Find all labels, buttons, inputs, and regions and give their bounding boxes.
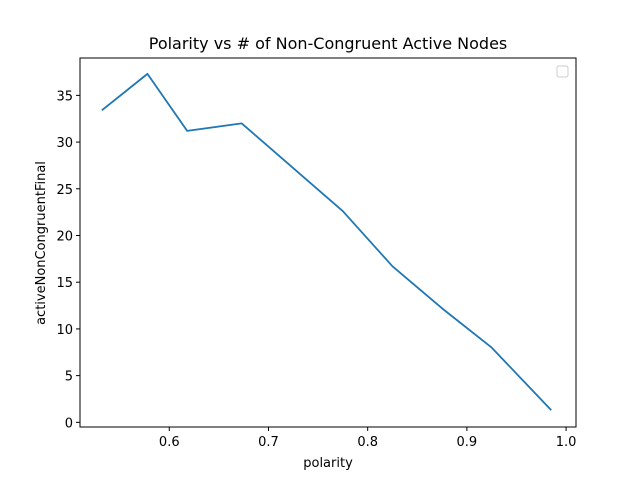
x-tick-label: 0.6 (159, 435, 180, 450)
series-line-0 (101, 72, 552, 411)
y-tick-label: 35 (56, 89, 73, 104)
y-tick-label: 20 (56, 229, 73, 244)
y-axis-label: activeNonCongruentFinal (34, 161, 49, 325)
y-tick-label: 15 (56, 276, 73, 291)
y-tick-label: 30 (56, 136, 73, 151)
x-axis-label: polarity (303, 456, 353, 471)
x-tick-label: 0.7 (258, 435, 279, 450)
y-tick-label: 10 (56, 323, 73, 338)
x-tick-label: 0.8 (357, 435, 378, 450)
x-tick-label: 0.9 (457, 435, 478, 450)
plot-frame (79, 57, 577, 428)
y-tick-label: 25 (56, 183, 73, 198)
chart-title: Polarity vs # of Non-Congruent Active No… (149, 34, 508, 53)
y-tick-label: 0 (65, 416, 73, 431)
legend-box (556, 65, 569, 78)
y-tick-label: 5 (65, 370, 73, 385)
x-tick-label: 1.0 (556, 435, 577, 450)
